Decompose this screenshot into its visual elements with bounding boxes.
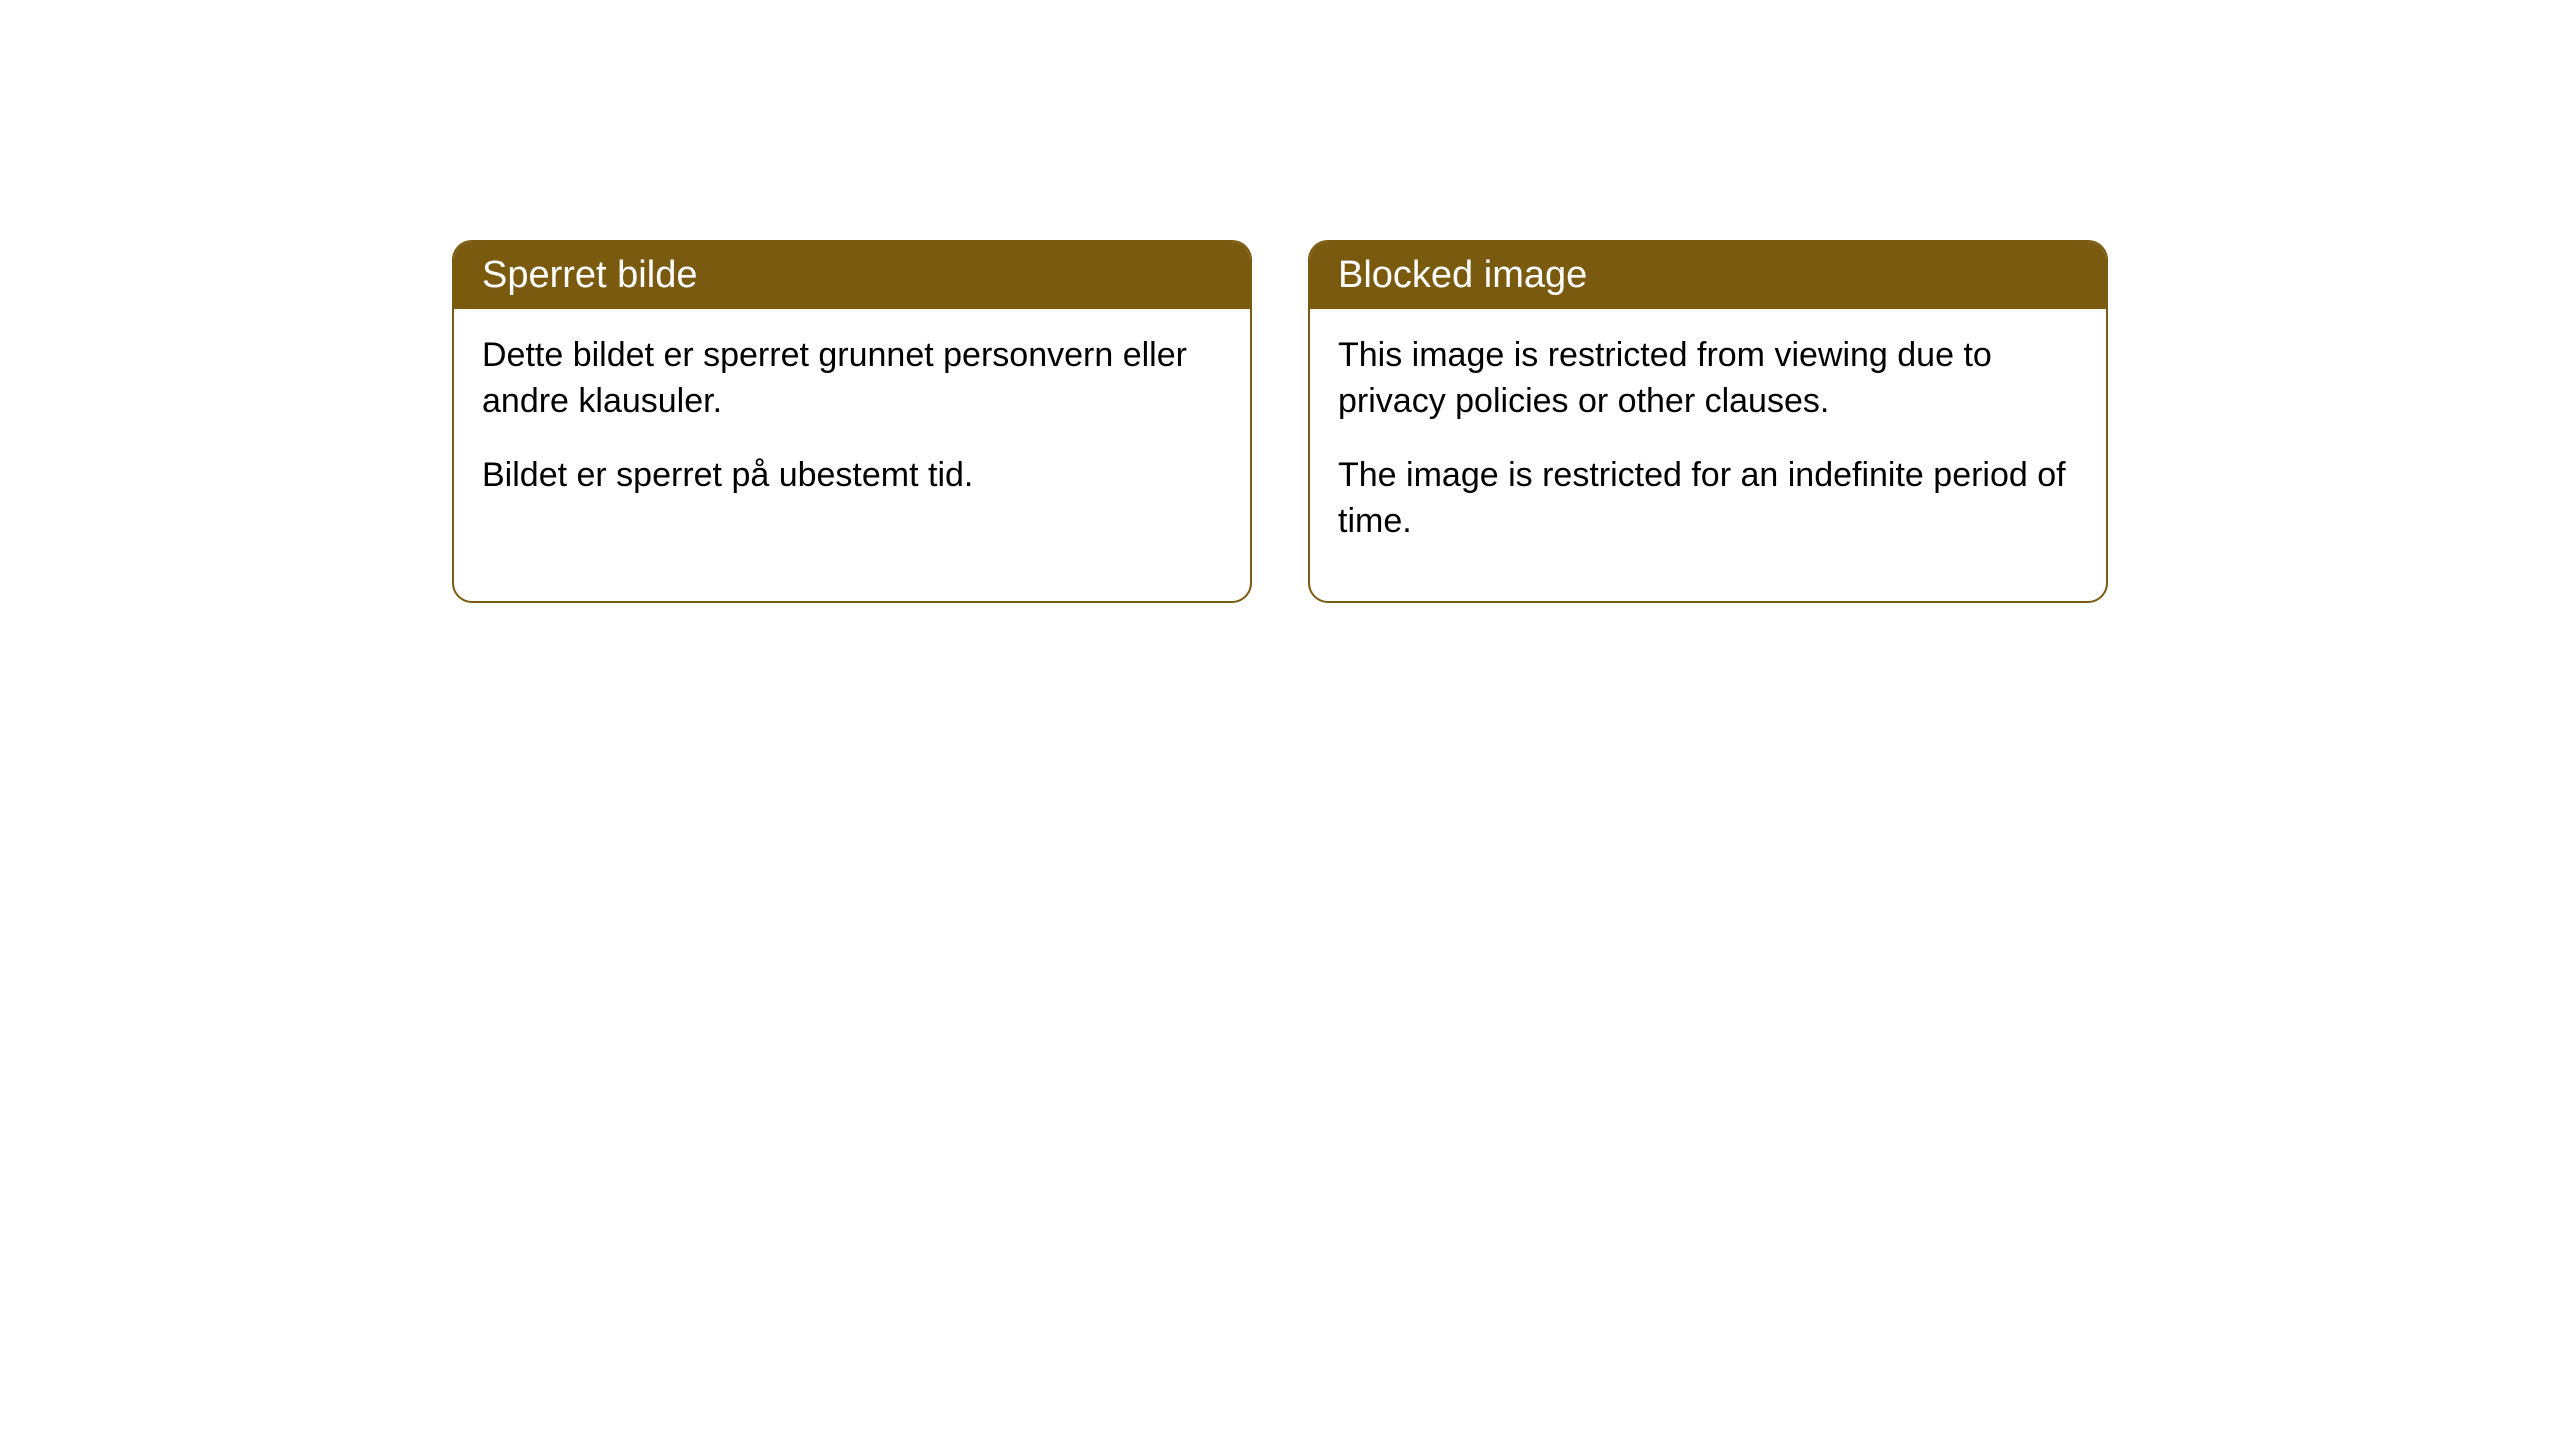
notice-cards-container: Sperret bilde Dette bildet er sperret gr…	[452, 240, 2108, 603]
card-body: Dette bildet er sperret grunnet personve…	[454, 309, 1250, 555]
card-body-line2: Bildet er sperret på ubestemt tid.	[482, 453, 1222, 499]
card-header: Blocked image	[1310, 242, 2106, 309]
card-header: Sperret bilde	[454, 242, 1250, 309]
card-body-line2: The image is restricted for an indefinit…	[1338, 453, 2078, 545]
card-body: This image is restricted from viewing du…	[1310, 309, 2106, 601]
notice-card-english: Blocked image This image is restricted f…	[1308, 240, 2108, 603]
card-body-line1: This image is restricted from viewing du…	[1338, 333, 2078, 425]
card-body-line1: Dette bildet er sperret grunnet personve…	[482, 333, 1222, 425]
notice-card-norwegian: Sperret bilde Dette bildet er sperret gr…	[452, 240, 1252, 603]
